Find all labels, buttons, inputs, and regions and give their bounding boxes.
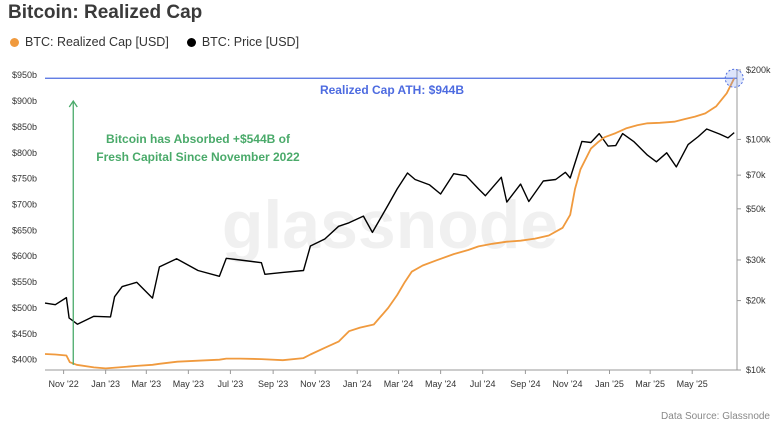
y-left-tick-label: $700b [12,199,37,209]
series-line-price [44,128,735,325]
y-left-tick-label: $600b [12,251,37,261]
x-tick-label: May '25 [677,379,708,389]
y-right-tick-label: $30k [746,255,766,265]
legend-item-price[interactable]: BTC: Price [USD] [186,35,300,49]
x-tick-label: Mar '24 [384,379,414,389]
y-left-tick-label: $400b [12,355,37,365]
legend-dot-price [186,37,196,47]
legend-label-realized-cap: BTC: Realized Cap [USD] [25,35,169,49]
y-right-tick-label: $70k [746,170,766,180]
y-right-tick-label: $50k [746,204,766,214]
x-tick-label: Jan '24 [343,379,372,389]
legend-item-realized-cap[interactable]: BTC: Realized Cap [USD] [10,35,169,49]
y-right-tick-label: $100k [746,134,771,144]
legend-label-price: BTC: Price [USD] [201,35,300,49]
watermark: glassnode [222,187,558,263]
x-tick-label: Nov '23 [300,379,330,389]
x-tick-label: Sep '23 [258,379,288,389]
y-right-tick-label: $200k [746,65,771,75]
x-tick-label: Nov '24 [552,379,582,389]
y-left-tick-label: $900b [12,96,37,106]
x-tick-label: Jul '24 [470,379,496,389]
ath-annotation: Realized Cap ATH: $944B [320,83,464,97]
y-right-tick-label: $20k [746,296,766,306]
y-left-tick-label: $800b [12,148,37,158]
y-left-tick-label: $500b [12,303,37,313]
x-tick-label: Jul '23 [218,379,244,389]
y-left-tick-label: $850b [12,122,37,132]
x-tick-label: May '23 [173,379,204,389]
x-tick-label: Sep '24 [510,379,540,389]
y-left-tick-label: $450b [12,329,37,339]
series-line-realized-cap [44,77,736,370]
x-tick-label: May '24 [425,379,456,389]
legend: BTC: Realized Cap [USD] BTC: Price [USD] [10,35,299,49]
x-tick-label: Jan '23 [91,379,120,389]
y-left-tick-label: $950b [12,70,37,80]
y-right-tick-label: $10k [746,365,766,375]
data-source: Data Source: Glassnode [661,411,770,422]
y-left-tick-label: $750b [12,174,37,184]
absorbed-capital-arrowhead [68,99,78,108]
y-left-tick-label: $650b [12,225,37,235]
legend-dot-realized-cap [10,37,19,47]
y-left-tick-label: $550b [12,277,37,287]
absorbed-annotation-line2: Fresh Capital Since November 2022 [96,150,300,164]
x-tick-label: Mar '23 [131,379,161,389]
x-tick-label: Nov '22 [48,379,78,389]
x-tick-label: Mar '25 [635,379,665,389]
ath-marker [724,68,744,88]
x-tick-label: Jan '25 [595,379,624,389]
absorbed-annotation-line1: Bitcoin has Absorbed +$544B of [106,132,291,146]
chart-title: Bitcoin: Realized Cap [8,2,203,23]
